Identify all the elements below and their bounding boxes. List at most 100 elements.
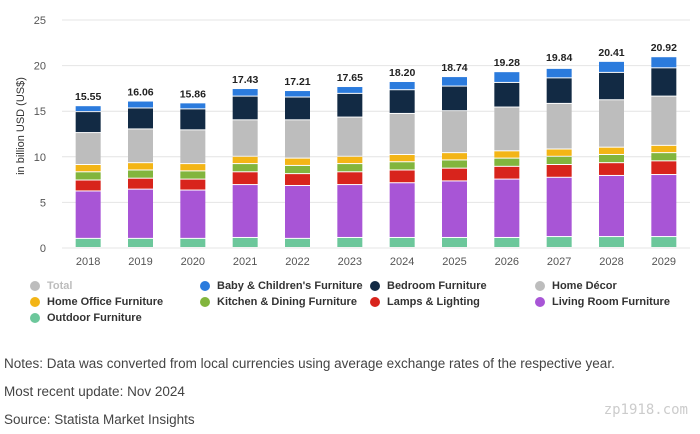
bar-segment[interactable] [599, 175, 624, 237]
bar-segment[interactable] [389, 90, 415, 113]
bar-segment[interactable] [651, 153, 677, 161]
bar-segment[interactable] [180, 130, 206, 164]
bar-segment[interactable] [389, 237, 415, 247]
bar-segment[interactable] [180, 190, 206, 238]
bar-segment[interactable] [75, 106, 101, 112]
bar-segment[interactable] [651, 175, 677, 237]
bar-segment[interactable] [599, 100, 624, 147]
bar-segment[interactable] [389, 113, 415, 154]
bar-segment[interactable] [128, 238, 153, 247]
bar-segment[interactable] [389, 154, 415, 162]
bar-segment[interactable] [337, 164, 363, 172]
bar-segment[interactable] [599, 237, 624, 247]
bar-segment[interactable] [128, 108, 153, 129]
bar-segment[interactable] [337, 185, 363, 237]
bar-segment[interactable] [651, 96, 677, 145]
legend-item[interactable]: Baby & Children's Furniture [200, 280, 363, 292]
bar-segment[interactable] [494, 151, 520, 158]
bar-segment[interactable] [180, 179, 206, 190]
bar-segment[interactable] [599, 147, 624, 154]
bar-segment[interactable] [599, 72, 624, 100]
bar-segment[interactable] [442, 111, 467, 153]
bar-segment[interactable] [546, 165, 572, 177]
bar-segment[interactable] [651, 57, 677, 68]
bar-segment[interactable] [337, 93, 363, 117]
bar-segment[interactable] [232, 120, 258, 156]
bar-segment[interactable] [75, 172, 101, 180]
bar-segment[interactable] [285, 97, 310, 120]
bar-segment[interactable] [232, 164, 258, 172]
bar-segment[interactable] [494, 158, 520, 166]
bar-segment[interactable] [494, 107, 520, 151]
legend-item[interactable]: Kitchen & Dining Furniture [200, 296, 357, 308]
bar-segment[interactable] [232, 185, 258, 237]
bar-segment[interactable] [128, 101, 153, 108]
bar-segment[interactable] [546, 156, 572, 165]
bar-segment[interactable] [337, 237, 363, 247]
bar-segment[interactable] [546, 177, 572, 237]
bar-segment[interactable] [128, 178, 153, 189]
bar-segment[interactable] [442, 160, 467, 168]
bar-segment[interactable] [232, 89, 258, 96]
bar-segment[interactable] [285, 120, 310, 158]
legend-item[interactable]: Lamps & Lighting [370, 296, 480, 308]
bar-segment[interactable] [180, 109, 206, 130]
bar-segment[interactable] [285, 238, 310, 247]
legend-item[interactable]: Home Décor [535, 280, 617, 292]
legend-item[interactable]: Outdoor Furniture [30, 312, 142, 324]
bar-segment[interactable] [599, 154, 624, 163]
bar-segment[interactable] [599, 61, 624, 72]
bar-segment[interactable] [75, 133, 101, 165]
bar-segment[interactable] [75, 180, 101, 191]
bar-segment[interactable] [180, 171, 206, 179]
bar-segment[interactable] [180, 238, 206, 247]
bar-segment[interactable] [389, 82, 415, 90]
bar-segment[interactable] [337, 87, 363, 93]
bar-segment[interactable] [389, 170, 415, 183]
bar-segment[interactable] [546, 103, 572, 149]
bar-segment[interactable] [442, 77, 467, 86]
bar-segment[interactable] [75, 112, 101, 133]
bar-segment[interactable] [232, 96, 258, 120]
bar-segment[interactable] [651, 161, 677, 175]
legend-item[interactable]: Total [30, 280, 72, 292]
bar-segment[interactable] [494, 237, 520, 247]
bar-segment[interactable] [232, 237, 258, 247]
legend-item[interactable]: Living Room Furniture [535, 296, 670, 308]
bar-segment[interactable] [546, 149, 572, 156]
bar-segment[interactable] [442, 86, 467, 111]
bar-segment[interactable] [232, 156, 258, 164]
bar-segment[interactable] [651, 68, 677, 96]
bar-segment[interactable] [180, 164, 206, 171]
bar-segment[interactable] [75, 165, 101, 172]
bar-segment[interactable] [75, 238, 101, 247]
bar-segment[interactable] [285, 165, 310, 174]
bar-segment[interactable] [285, 174, 310, 185]
bar-segment[interactable] [442, 153, 467, 160]
bar-segment[interactable] [651, 237, 677, 247]
bar-segment[interactable] [285, 91, 310, 97]
bar-segment[interactable] [599, 163, 624, 175]
bar-segment[interactable] [546, 237, 572, 247]
bar-segment[interactable] [337, 172, 363, 185]
bar-segment[interactable] [75, 191, 101, 238]
bar-segment[interactable] [494, 82, 520, 107]
bar-segment[interactable] [232, 172, 258, 185]
bar-segment[interactable] [285, 158, 310, 165]
bar-segment[interactable] [128, 189, 153, 238]
bar-segment[interactable] [128, 163, 153, 170]
bar-segment[interactable] [494, 166, 520, 179]
legend-item[interactable]: Bedroom Furniture [370, 280, 487, 292]
bar-segment[interactable] [180, 103, 206, 109]
bar-segment[interactable] [285, 185, 310, 238]
legend-item[interactable]: Home Office Furniture [30, 296, 163, 308]
bar-segment[interactable] [494, 72, 520, 82]
bar-segment[interactable] [337, 117, 363, 156]
bar-segment[interactable] [494, 179, 520, 237]
bar-segment[interactable] [337, 156, 363, 164]
bar-segment[interactable] [546, 68, 572, 78]
bar-segment[interactable] [442, 181, 467, 237]
bar-segment[interactable] [442, 237, 467, 247]
bar-segment[interactable] [389, 162, 415, 170]
bar-segment[interactable] [546, 78, 572, 103]
